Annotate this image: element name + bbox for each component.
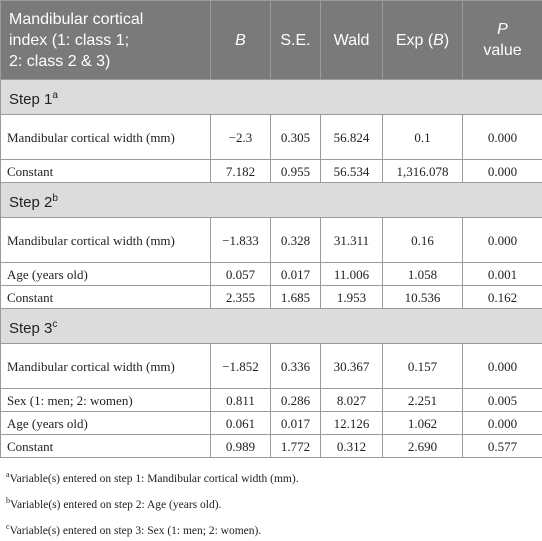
step-header-row: Step 3c — [1, 309, 542, 344]
step-title: Step 2b — [1, 183, 542, 218]
row-label: Mandibular cortical width (mm) — [1, 218, 211, 263]
cell-wald: 30.367 — [321, 344, 383, 389]
cell-wald: 1.953 — [321, 286, 383, 309]
header-wald: Wald — [321, 1, 383, 80]
cell-wald: 11.006 — [321, 263, 383, 286]
cell-b: 7.182 — [211, 160, 271, 183]
cell-se: 0.305 — [271, 115, 321, 160]
cell-exp: 0.16 — [383, 218, 463, 263]
cell-se: 0.286 — [271, 389, 321, 412]
row-label: Age (years old) — [1, 263, 211, 286]
cell-exp: 1.062 — [383, 412, 463, 435]
cell-p: 0.005 — [463, 389, 542, 412]
cell-wald: 31.311 — [321, 218, 383, 263]
cell-p: 0.000 — [463, 412, 542, 435]
table-footnotes: aVariable(s) entered on step 1: Mandibul… — [6, 464, 299, 541]
row-label: Mandibular cortical width (mm) — [1, 115, 211, 160]
step-title: Step 1a — [1, 80, 542, 115]
header-dependent-variable: Mandibular cortical index (1: class 1; 2… — [1, 1, 211, 80]
step-footnote-mark: b — [52, 193, 58, 204]
cell-p: 0.001 — [463, 263, 542, 286]
header-se: S.E. — [271, 1, 321, 80]
cell-exp: 0.1 — [383, 115, 463, 160]
cell-se: 1.772 — [271, 435, 321, 458]
cell-exp: 0.157 — [383, 344, 463, 389]
cell-b: 0.057 — [211, 263, 271, 286]
cell-se: 0.017 — [271, 412, 321, 435]
cell-exp: 1,316.078 — [383, 160, 463, 183]
cell-wald: 12.126 — [321, 412, 383, 435]
step-footnote-mark: a — [52, 90, 58, 101]
footnote-text: Variable(s) entered on step 2: Age (year… — [10, 499, 221, 511]
row-label: Age (years old) — [1, 412, 211, 435]
cell-b: −1.852 — [211, 344, 271, 389]
footnote: cVariable(s) entered on step 3: Sex (1: … — [6, 516, 299, 541]
cell-p: 0.162 — [463, 286, 542, 309]
step-header-row: Step 1a — [1, 80, 542, 115]
cell-b: 0.061 — [211, 412, 271, 435]
header-b: B — [211, 1, 271, 80]
footnote-text: Variable(s) entered on step 1: Mandibula… — [10, 473, 299, 485]
cell-wald: 0.312 — [321, 435, 383, 458]
cell-exp: 1.058 — [383, 263, 463, 286]
cell-p: 0.000 — [463, 115, 542, 160]
cell-p: 0.000 — [463, 218, 542, 263]
cell-se: 0.328 — [271, 218, 321, 263]
row-label: Constant — [1, 286, 211, 309]
regression-table: Mandibular cortical index (1: class 1; 2… — [0, 0, 542, 458]
step-footnote-mark: c — [52, 319, 57, 330]
header-row: Mandibular cortical index (1: class 1; 2… — [1, 1, 542, 80]
cell-wald: 56.534 — [321, 160, 383, 183]
cell-wald: 8.027 — [321, 389, 383, 412]
cell-se: 1.685 — [271, 286, 321, 309]
cell-p: 0.000 — [463, 344, 542, 389]
step-title: Step 3c — [1, 309, 542, 344]
footnote: bVariable(s) entered on step 2: Age (yea… — [6, 490, 299, 516]
row-label: Sex (1: men; 2: women) — [1, 389, 211, 412]
header-exp-b: Exp (B) — [383, 1, 463, 80]
cell-b: −1.833 — [211, 218, 271, 263]
cell-b: 0.989 — [211, 435, 271, 458]
cell-exp: 2.690 — [383, 435, 463, 458]
cell-b: 0.811 — [211, 389, 271, 412]
header-col1-line1: Mandibular cortical — [9, 11, 143, 28]
cell-b: 2.355 — [211, 286, 271, 309]
cell-exp: 2.251 — [383, 389, 463, 412]
row-label: Constant — [1, 160, 211, 183]
cell-se: 0.017 — [271, 263, 321, 286]
cell-se: 0.955 — [271, 160, 321, 183]
footnote: aVariable(s) entered on step 1: Mandibul… — [6, 464, 299, 490]
cell-p: 0.577 — [463, 435, 542, 458]
cell-wald: 56.824 — [321, 115, 383, 160]
header-col1-line2: index (1: class 1; — [9, 32, 129, 49]
header-col1-line3: 2: class 2 & 3) — [9, 53, 110, 70]
row-label: Mandibular cortical width (mm) — [1, 344, 211, 389]
row-label: Constant — [1, 435, 211, 458]
cell-se: 0.336 — [271, 344, 321, 389]
cell-exp: 10.536 — [383, 286, 463, 309]
cell-b: −2.3 — [211, 115, 271, 160]
step-header-row: Step 2b — [1, 183, 542, 218]
cell-p: 0.000 — [463, 160, 542, 183]
